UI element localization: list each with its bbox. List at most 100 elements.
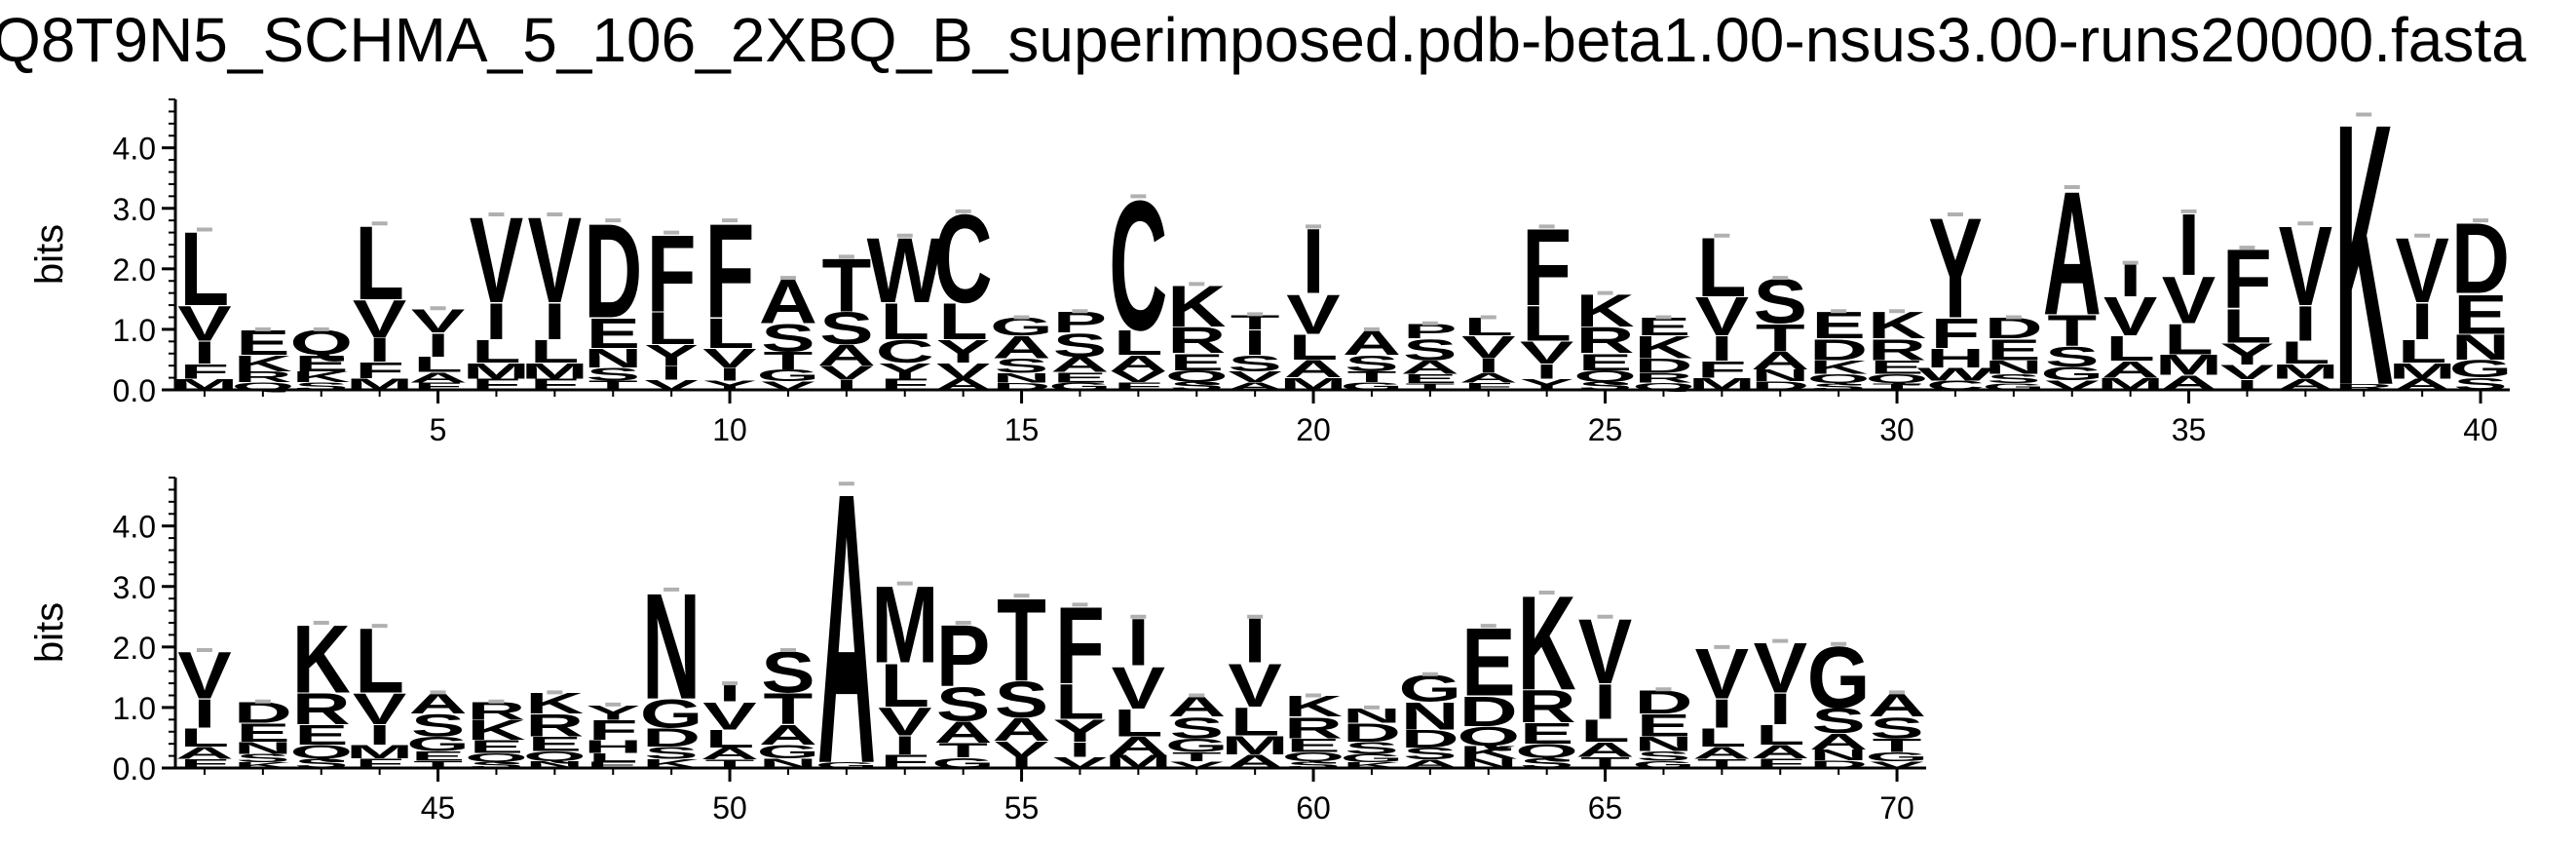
residue-glyph: V — [819, 362, 873, 384]
residue-glyph: L — [413, 353, 463, 377]
y-tick-label: 0.0 — [113, 373, 156, 408]
residue-glyph: T — [2047, 306, 2097, 356]
residue-glyph: K — [234, 351, 292, 376]
residue-glyph: G — [1632, 759, 1695, 770]
residue-glyph: S — [236, 751, 289, 764]
residue-glyph: Q — [1632, 381, 1695, 392]
residue-glyph: N — [1985, 357, 2043, 378]
residue-glyph: A — [934, 375, 993, 393]
residue-glyph: E — [528, 733, 582, 756]
residue-glyph: E — [2453, 284, 2507, 347]
y-tick-label: 2.0 — [113, 252, 156, 288]
residue-glyph: S — [1286, 759, 1340, 770]
residue-glyph: S — [1811, 381, 1865, 392]
residue-glyph: L — [180, 723, 230, 752]
y-tick-label: 3.0 — [113, 570, 156, 605]
residue-glyph: Q — [1282, 749, 1345, 764]
residue-glyph: S — [1170, 379, 1224, 392]
residue-glyph: N — [1459, 756, 1518, 771]
residue-glyph: K — [1343, 760, 1402, 769]
residue-glyph: D — [1343, 718, 1401, 748]
x-tick-label: 55 — [1004, 790, 1040, 826]
residue-glyph: K — [2334, 46, 2393, 463]
residue-glyph: L — [2281, 335, 2330, 370]
residue-glyph: T — [1172, 749, 1222, 764]
residue-glyph: E — [1987, 333, 2040, 366]
residue-glyph: M — [2155, 350, 2222, 382]
residue-glyph: D — [1809, 758, 1868, 771]
residue-glyph: R — [1167, 320, 1226, 361]
residue-glyph: H — [584, 737, 642, 757]
x-tick-label: 10 — [712, 412, 747, 447]
residue-glyph: R — [292, 684, 351, 734]
residue-glyph: A — [1109, 351, 1167, 376]
residue-glyph: A — [1401, 757, 1459, 771]
residue-glyph: I — [368, 719, 391, 750]
residue-glyph: N — [992, 370, 1050, 386]
x-tick-label: 60 — [1296, 790, 1331, 826]
residue-glyph: A — [1751, 741, 1809, 762]
logo-column-52: GA — [815, 412, 879, 844]
residue-glyph: W — [1917, 364, 1994, 384]
residue-glyph: V — [936, 359, 991, 383]
residue-glyph: V — [353, 684, 407, 734]
residue-glyph: F — [530, 375, 580, 393]
residue-glyph: D — [1401, 725, 1459, 753]
residue-glyph: L — [1289, 327, 1339, 368]
residue-glyph: Q — [1457, 721, 1520, 751]
residue-glyph: S — [1170, 711, 1224, 745]
residue-glyph: A — [2159, 371, 2217, 395]
residue-glyph: C — [876, 333, 934, 369]
residue-glyph: V — [177, 296, 232, 352]
residue-glyph: I — [1711, 691, 1733, 736]
residue-glyph: L — [588, 750, 638, 764]
residue-glyph: T — [1347, 368, 1397, 385]
residue-glyph: S — [761, 316, 814, 360]
residue-glyph: F — [880, 375, 929, 393]
residue-glyph: L — [1697, 723, 1747, 752]
residue-glyph: T — [764, 347, 814, 375]
x-tick-label: 35 — [2172, 412, 2207, 447]
residue-glyph: I — [2411, 292, 2434, 350]
residue-glyph: V — [1520, 335, 1573, 370]
residue-glyph: V — [1112, 655, 1166, 721]
residue-glyph: G — [640, 691, 703, 736]
residue-glyph: V — [644, 377, 699, 393]
residue-glyph: I — [1477, 355, 1499, 378]
residue-glyph: T — [413, 759, 463, 770]
residue-glyph: A — [1401, 357, 1459, 378]
residue-glyph: S — [819, 303, 873, 354]
x-tick-label: 65 — [1588, 790, 1623, 826]
residue-glyph: I — [427, 326, 449, 364]
residue-glyph: V — [2220, 361, 2274, 384]
residue-glyph: S — [1345, 351, 1398, 376]
residue-glyph: A — [2276, 376, 2334, 394]
residue-glyph: I — [1244, 323, 1267, 363]
residue-glyph: Y — [1053, 713, 1107, 749]
residue-glyph: S — [1403, 333, 1457, 366]
residue-glyph: I — [1244, 605, 1267, 675]
residue-glyph: V — [702, 694, 756, 738]
